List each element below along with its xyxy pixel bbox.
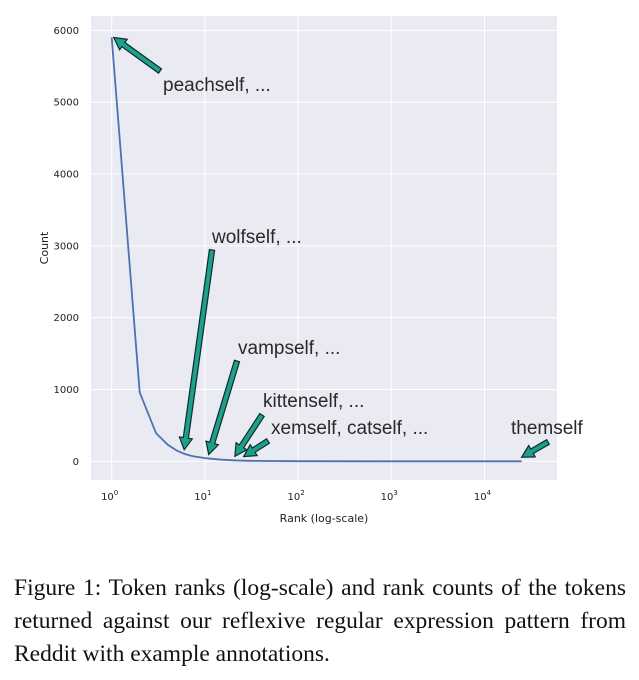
annotation-arrow	[242, 437, 271, 458]
annotation-label: xemself, catself, ...	[271, 418, 428, 439]
tick-labels: 0 1000 2000 3000 4000 5000 6000 100 101 102 103 104	[54, 26, 492, 503]
figure: 0 1000 2000 3000 4000 5000 6000 100 101 102 103 104…	[38, 16, 584, 525]
y-tick-label: 1000	[54, 385, 79, 396]
annotation-label: wolfself, ...	[211, 227, 302, 248]
gridlines	[91, 16, 557, 480]
x-tick-label: 103	[381, 489, 398, 503]
y-tick-label: 6000	[54, 26, 79, 37]
annotation-arrow	[520, 438, 551, 458]
x-tick-label: 100	[101, 489, 118, 503]
y-tick-label: 2000	[54, 313, 79, 324]
chart: 0 1000 2000 3000 4000 5000 6000 100 101 102 103 104…	[38, 16, 584, 525]
y-axis-label: Count	[38, 231, 51, 264]
plot-area	[91, 16, 557, 480]
y-tick-label: 3000	[54, 241, 79, 252]
annotation-arrow	[112, 36, 163, 74]
series-line	[110, 37, 522, 463]
annotation-label: peachself, ...	[163, 75, 271, 96]
x-tick-label: 102	[287, 489, 304, 503]
y-tick-label: 5000	[54, 98, 79, 109]
annotation-label: kittenself, ...	[263, 391, 364, 412]
annotations: peachself, ... wolfself, ... vampself, ...…	[112, 36, 584, 458]
x-tick-label: 101	[194, 489, 211, 503]
annotation-label: vampself, ...	[238, 338, 340, 359]
annotation-label: themself	[511, 418, 584, 439]
y-tick-label: 4000	[54, 170, 79, 181]
figure-caption: Figure 1: Token ranks (log-scale) and ra…	[14, 575, 626, 667]
x-tick-label: 104	[474, 489, 492, 503]
annotation-arrow	[234, 412, 266, 458]
y-tick-label: 0	[73, 457, 79, 468]
annotation-arrow	[178, 248, 216, 452]
x-axis-label: Rank (log-scale)	[280, 512, 369, 525]
annotation-arrow	[205, 359, 241, 456]
